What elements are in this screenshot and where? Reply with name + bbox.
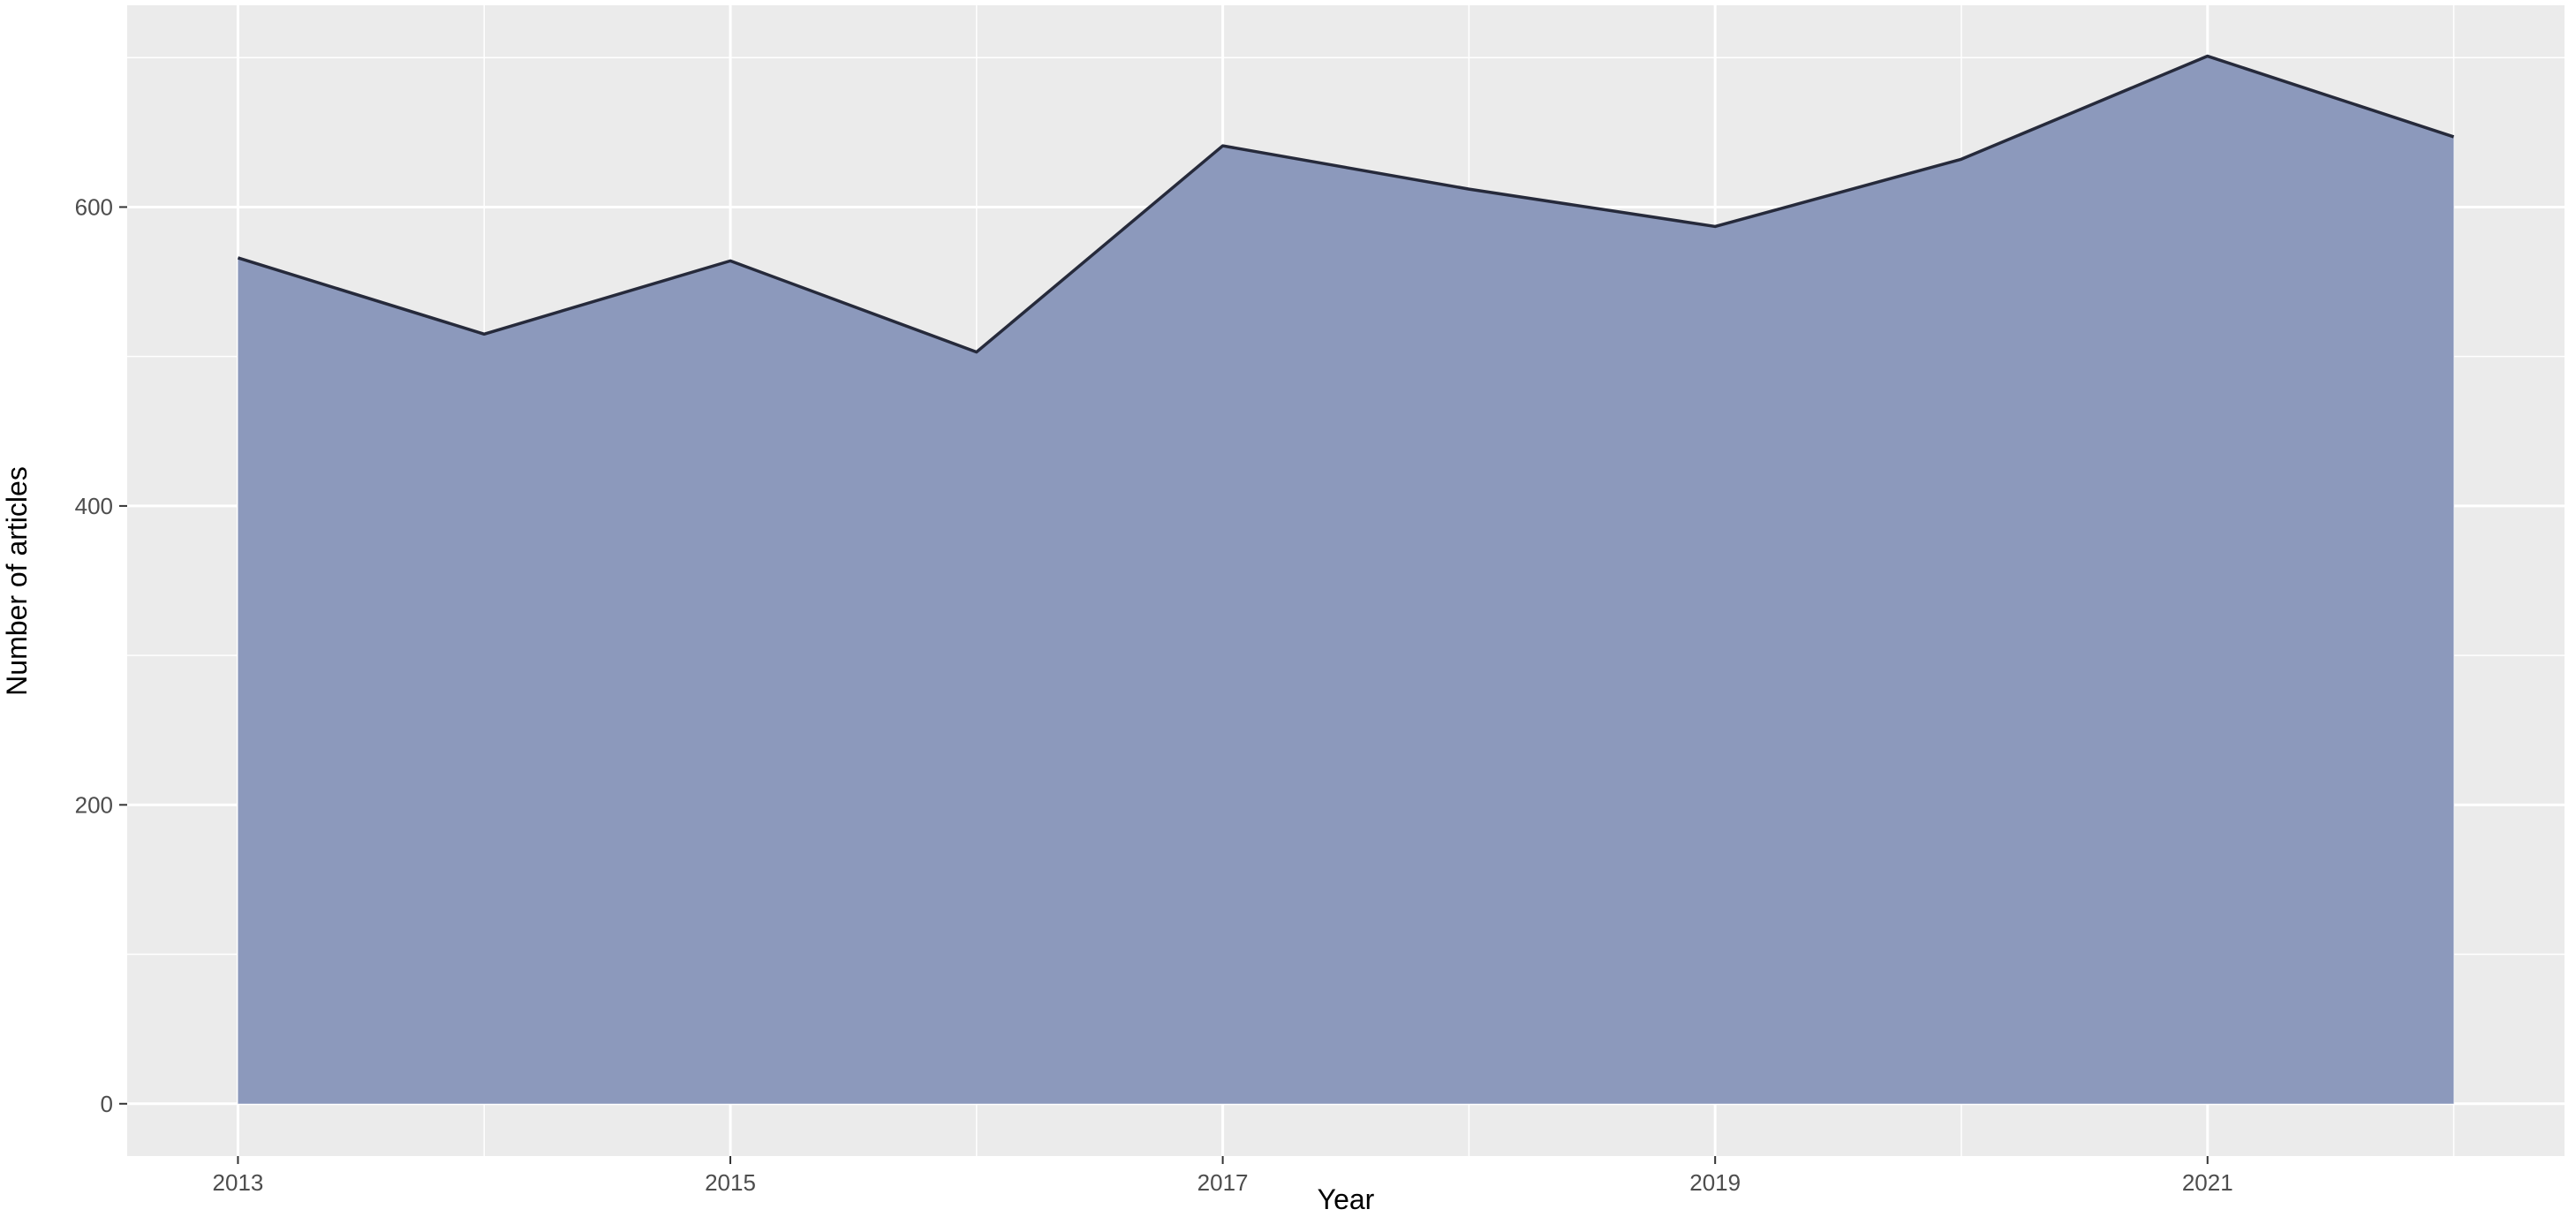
y-tick-label: 200 <box>75 791 113 818</box>
y-tick-label: 400 <box>75 493 113 519</box>
data-point <box>1713 224 1717 228</box>
x-tick-label: 2019 <box>1689 1169 1741 1196</box>
data-point <box>482 332 486 336</box>
x-tick-label: 2021 <box>2182 1169 2233 1196</box>
x-tick-label: 2017 <box>1197 1169 1249 1196</box>
series-line <box>237 54 2455 354</box>
data-point <box>236 256 239 260</box>
data-point <box>729 259 732 262</box>
x-axis: 2013 2015 2017 2019 2021 <box>213 1156 2233 1196</box>
x-axis-title: Year <box>1318 1183 1375 1215</box>
data-point <box>1221 144 1225 147</box>
y-tick-label: 0 <box>101 1091 113 1117</box>
x-tick-label: 2015 <box>705 1169 756 1196</box>
x-tick-label: 2013 <box>213 1169 264 1196</box>
y-axis: 0 200 400 600 <box>75 193 127 1117</box>
area-fill <box>238 56 2454 1104</box>
y-tick-label: 600 <box>75 193 113 220</box>
data-point <box>975 351 978 354</box>
series-layer <box>236 54 2456 1104</box>
data-point <box>2452 135 2456 139</box>
data-point <box>1467 187 1470 191</box>
y-axis-title: Number of articles <box>1 466 33 696</box>
data-point <box>1960 157 1963 161</box>
data-point <box>2206 55 2210 58</box>
